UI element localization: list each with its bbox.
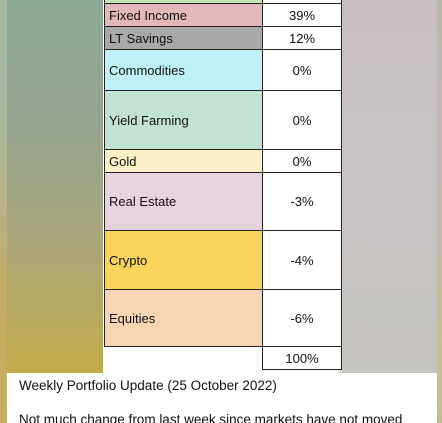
table-row — [104, 0, 342, 4]
asset-class-cell: LT Savings — [104, 27, 262, 50]
asset-class-cell: Gold — [104, 150, 262, 173]
allocation-value-cell: -3% — [262, 173, 342, 231]
message-bubble: Fixed Income 39% LT Savings 12% Commodities 0… — [7, 0, 437, 423]
table-row: Equities -6% — [104, 290, 342, 347]
asset-class-cell: Fixed Income — [104, 4, 262, 27]
image-left-margin — [7, 0, 103, 373]
table-row: Crypto -4% — [104, 231, 342, 290]
table-row: Fixed Income 39% — [104, 4, 342, 27]
table-row: Gold 0% — [104, 150, 342, 173]
asset-class-cell: Crypto — [104, 231, 262, 290]
portfolio-table-image[interactable]: Fixed Income 39% LT Savings 12% Commodities 0… — [7, 0, 437, 373]
image-right-margin — [342, 0, 437, 373]
asset-class-cell — [104, 0, 262, 4]
allocation-value-cell: 0% — [262, 91, 342, 150]
allocation-value-cell: 0% — [262, 50, 342, 91]
allocation-value-cell: 39% — [262, 4, 342, 27]
allocation-value-cell: 0% — [262, 150, 342, 173]
allocation-value-cell — [262, 0, 342, 4]
asset-class-cell: Equities — [104, 290, 262, 347]
asset-class-cell: Real Estate — [104, 173, 262, 231]
allocation-value-cell: -4% — [262, 231, 342, 290]
table-row: LT Savings 12% — [104, 27, 342, 50]
table-row: Yield Farming 0% — [104, 91, 342, 150]
asset-class-cell: Commodities — [104, 50, 262, 91]
total-cell: 100% — [262, 347, 342, 370]
allocation-value-cell: 12% — [262, 27, 342, 50]
message-body-text: Not much change from last week since mar… — [19, 412, 403, 423]
message-caption: Weekly Portfolio Update (25 October 2022… — [19, 378, 277, 393]
asset-class-cell: Yield Farming — [104, 91, 262, 150]
table-row: Real Estate -3% — [104, 173, 342, 231]
allocation-value-cell: -6% — [262, 290, 342, 347]
table-row: Commodities 0% — [104, 50, 342, 91]
